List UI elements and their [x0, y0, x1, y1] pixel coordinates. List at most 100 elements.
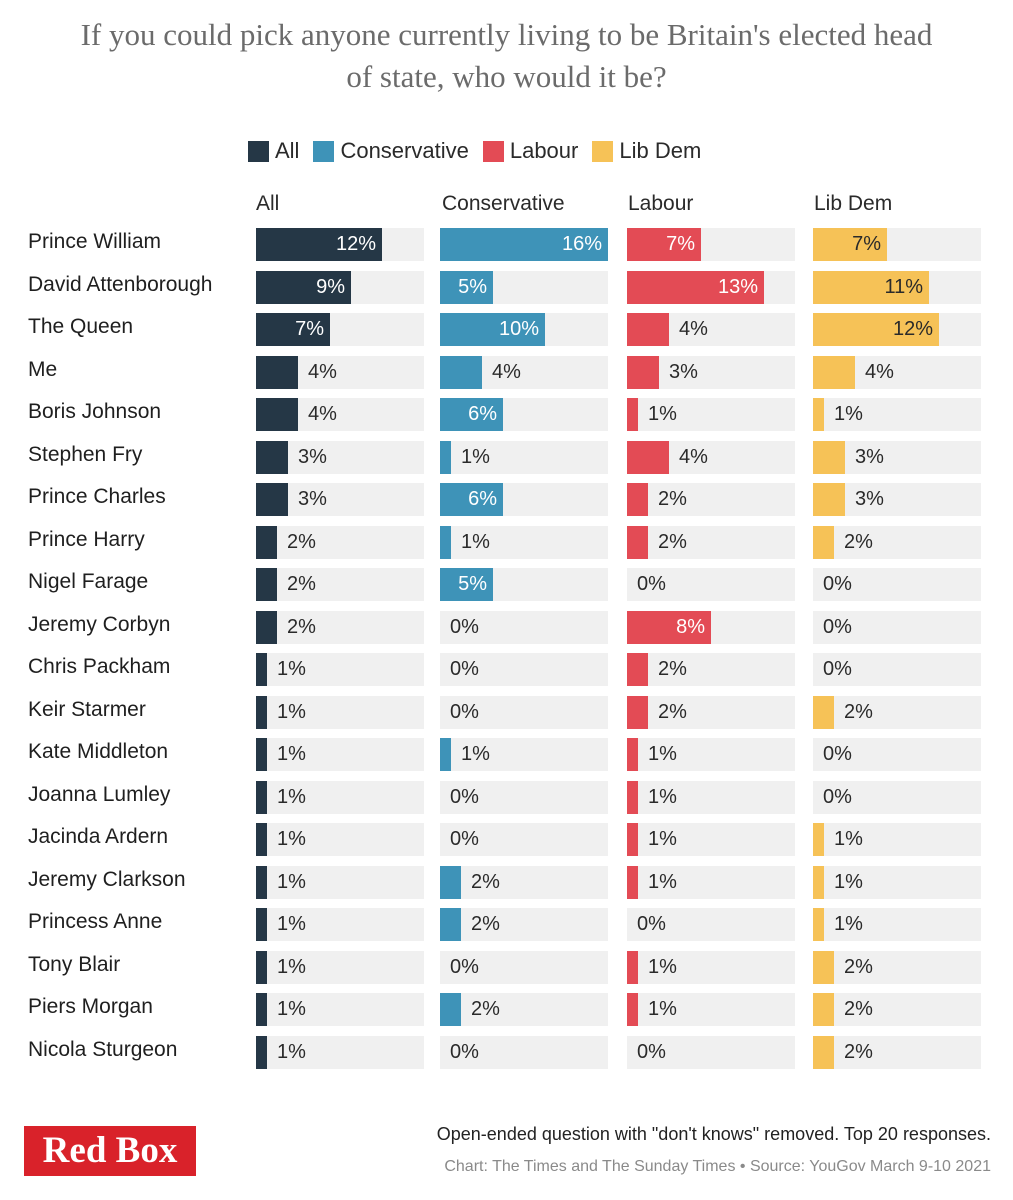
value-label-lib-dem-prince-harry: 2% [844, 530, 873, 553]
column-header-conservative: Conservative [442, 192, 565, 215]
bar-track-conservative-boris-johnson: 6% [440, 398, 608, 431]
bar-track-lib-dem-boris-johnson: 1% [813, 398, 981, 431]
row-label-jeremy-clarkson: Jeremy Clarkson [28, 867, 186, 891]
bar-lib-dem-nicola-sturgeon [813, 1035, 834, 1069]
row-label-me: Me [28, 357, 58, 381]
value-label-lib-dem-keir-starmer: 2% [844, 700, 873, 723]
bar-lib-dem-keir-starmer [813, 695, 834, 729]
value-label-conservative-jacinda-ardern: 0% [450, 828, 479, 850]
bar-labour-piers-morgan [627, 993, 638, 1026]
value-label-labour-chris-packham: 2% [658, 658, 687, 680]
row-label-piers-morgan: Piers Morgan [28, 995, 153, 1018]
bar-track-labour-nigel-farage: 0% [627, 568, 795, 601]
value-label-all-boris-johnson: 4% [308, 403, 337, 425]
bar-lib-dem-piers-morgan [813, 993, 834, 1026]
bar-track-conservative-the-queen: 10% [440, 313, 608, 346]
bar-track-labour-piers-morgan: 1% [627, 993, 795, 1026]
column-header-lib-dem: Lib Dem [814, 192, 893, 215]
bar-track-conservative-me: 4% [440, 355, 608, 389]
value-label-lib-dem-stephen-fry: 3% [855, 445, 884, 468]
row-label-prince-charles: Prince Charles [28, 485, 166, 508]
bar-lib-dem-tony-blair [813, 950, 834, 984]
bar-track-conservative-prince-harry: 1% [440, 525, 608, 559]
bar-labour-prince-charles [627, 483, 648, 516]
bar-all-joanna-lumley [256, 780, 267, 814]
value-label-lib-dem-the-queen: 12% [892, 318, 933, 340]
bar-labour-the-queen [627, 313, 669, 346]
bar-track-labour-jeremy-corbyn: 8% [627, 610, 795, 644]
row-label-chris-packham: Chris Packham [28, 655, 171, 678]
value-label-lib-dem-jeremy-clarkson: 1% [834, 870, 863, 893]
row-label-david-attenborough: David Attenborough [28, 272, 213, 296]
bar-conservative-the-queen [440, 313, 545, 346]
bar-track-all-princess-anne: 1% [256, 908, 424, 941]
value-label-all-piers-morgan: 1% [277, 998, 306, 1020]
value-label-lib-dem-jeremy-corbyn: 0% [823, 615, 852, 638]
bar-all-chris-packham [256, 653, 267, 686]
bar-track-lib-dem-prince-harry: 2% [813, 525, 981, 559]
bar-track-lib-dem-jeremy-corbyn: 0% [813, 610, 981, 644]
row-label-kate-middleton: Kate Middleton [28, 740, 169, 763]
bar-track-all-keir-starmer: 1% [256, 695, 424, 729]
bar-labour-stephen-fry [627, 440, 669, 474]
bar-track-labour-prince-william: 7% [627, 228, 795, 261]
bar-track-labour-chris-packham: 2% [627, 653, 795, 686]
bar-track-conservative-jacinda-ardern: 0% [440, 823, 608, 856]
value-label-labour-joanna-lumley: 1% [648, 785, 677, 808]
bar-track-conservative-chris-packham: 0% [440, 653, 608, 686]
bar-labour-boris-johnson [627, 398, 638, 431]
legend-label-labour: Labour [509, 138, 579, 163]
bar-all-jeremy-corbyn [256, 610, 277, 644]
value-label-lib-dem-jacinda-ardern: 1% [834, 828, 863, 850]
value-label-all-prince-harry: 2% [287, 530, 316, 553]
bar-all-jacinda-ardern [256, 823, 267, 856]
bar-all-nicola-sturgeon [256, 1035, 267, 1069]
row-label-tony-blair: Tony Blair [28, 952, 121, 976]
bar-track-labour-keir-starmer: 2% [627, 695, 795, 729]
bar-track-all-jeremy-corbyn: 2% [256, 610, 424, 644]
bar-track-conservative-joanna-lumley: 0% [440, 780, 608, 814]
bar-track-labour-prince-harry: 2% [627, 525, 795, 559]
value-label-lib-dem-nigel-farage: 0% [823, 573, 852, 595]
value-label-lib-dem-kate-middleton: 0% [823, 743, 852, 765]
value-label-all-keir-starmer: 1% [277, 700, 306, 723]
bar-all-prince-charles [256, 483, 288, 516]
bar-track-lib-dem-jacinda-ardern: 1% [813, 823, 981, 856]
bar-lib-dem-princess-anne [813, 908, 824, 941]
value-label-labour-the-queen: 4% [679, 318, 708, 340]
bar-track-lib-dem-keir-starmer: 2% [813, 695, 981, 729]
legend-swatch-all [248, 140, 269, 162]
source-credit: Chart: The Times and The Sunday Times • … [444, 1158, 991, 1175]
bar-labour-jeremy-clarkson [627, 865, 638, 899]
value-label-lib-dem-nicola-sturgeon: 2% [844, 1040, 873, 1063]
bar-track-all-david-attenborough: 9% [256, 270, 424, 304]
chart-title: If you could pick anyone currently livin… [0, 14, 1013, 98]
bar-labour-chris-packham [627, 653, 648, 686]
bar-lib-dem-boris-johnson [813, 398, 824, 431]
bar-all-boris-johnson [256, 398, 298, 431]
row-label-princess-anne: Princess Anne [28, 910, 163, 933]
bar-all-david-attenborough [256, 270, 351, 304]
bar-track-lib-dem-princess-anne: 1% [813, 908, 981, 941]
value-label-conservative-princess-anne: 2% [471, 913, 500, 935]
value-label-labour-princess-anne: 0% [637, 913, 666, 935]
bar-track-conservative-jeremy-corbyn: 0% [440, 610, 608, 644]
value-label-conservative-david-attenborough: 5% [458, 275, 487, 298]
value-label-all-princess-anne: 1% [277, 913, 306, 935]
row-label-prince-harry: Prince Harry [28, 527, 145, 551]
bar-all-princess-anne [256, 908, 267, 941]
bar-all-prince-william [256, 228, 382, 261]
value-label-conservative-prince-charles: 6% [468, 488, 497, 510]
value-label-all-stephen-fry: 3% [298, 445, 327, 468]
value-label-lib-dem-me: 4% [865, 360, 894, 383]
value-label-conservative-nicola-sturgeon: 0% [450, 1040, 479, 1063]
value-label-lib-dem-princess-anne: 1% [834, 913, 863, 935]
value-label-lib-dem-prince-william: 7% [852, 233, 881, 255]
bar-track-conservative-prince-william: 16% [440, 228, 608, 261]
bar-conservative-stephen-fry [440, 440, 451, 474]
bar-track-lib-dem-the-queen: 12% [813, 313, 981, 346]
legend-label-all: All [275, 138, 300, 163]
value-label-labour-piers-morgan: 1% [648, 998, 677, 1020]
value-label-conservative-joanna-lumley: 0% [450, 785, 479, 808]
bar-track-conservative-david-attenborough: 5% [440, 270, 608, 304]
